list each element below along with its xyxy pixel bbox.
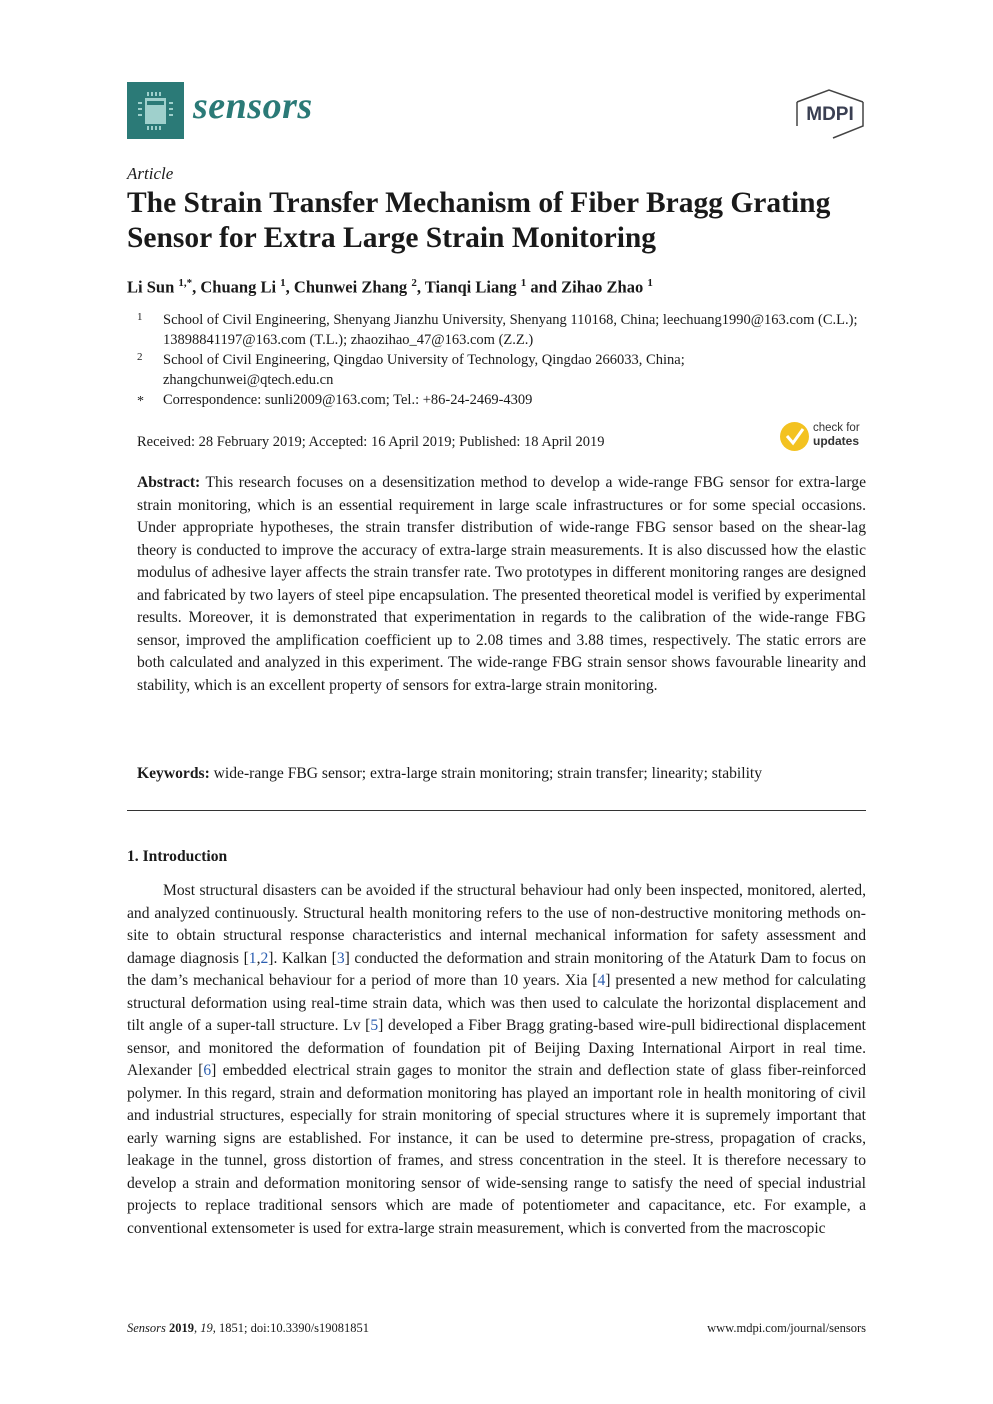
affiliation-mark: 2 bbox=[137, 351, 143, 363]
text: ] presented a new method for calculating… bbox=[127, 972, 866, 1034]
citation-link[interactable]: 2 bbox=[260, 949, 269, 967]
footer-journal: Sensors bbox=[127, 1321, 166, 1335]
text: Most structural disasters can be avoided… bbox=[127, 882, 866, 967]
footer-citation: Sensors 2019, 19, 1851; doi:10.3390/s190… bbox=[127, 1321, 370, 1335]
check-updates-line2: updates bbox=[813, 434, 860, 448]
citation-link[interactable]: 1 bbox=[248, 949, 257, 967]
mdpi-logo: MDPI bbox=[793, 88, 867, 140]
checkmark-icon bbox=[780, 422, 809, 451]
check-updates-line1: check for bbox=[813, 422, 860, 434]
keywords: Keywords: wide-range FBG sensor; extra-l… bbox=[137, 763, 866, 786]
svg-text:MDPI: MDPI bbox=[806, 104, 854, 125]
sep: , bbox=[416, 277, 425, 297]
check-for-updates-badge[interactable]: check for updates bbox=[780, 420, 870, 454]
affiliation-mark: * bbox=[137, 394, 144, 409]
author[interactable]: Tianqi Liang bbox=[424, 277, 517, 297]
sep: and bbox=[526, 277, 562, 297]
affiliation-text: School of Civil Engineering, Qingdao Uni… bbox=[163, 352, 685, 388]
affiliation-text: School of Civil Engineering, Shenyang Ji… bbox=[163, 312, 858, 348]
footer-url[interactable]: www.mdpi.com/journal/sensors bbox=[707, 1321, 866, 1335]
sep: , bbox=[285, 277, 294, 297]
abstract-label: Abstract: bbox=[137, 474, 201, 491]
sensors-chip-logo-icon bbox=[127, 82, 184, 139]
keywords-text: wide-range FBG sensor; extra-large strai… bbox=[209, 765, 763, 782]
affiliation-2: 2 School of Civil Engineering, Qingdao U… bbox=[137, 350, 877, 390]
author[interactable]: Chunwei Zhang bbox=[293, 277, 408, 297]
footer-volume: 19 bbox=[200, 1321, 213, 1335]
text: ] developed a Fiber Bragg grating-based … bbox=[127, 1017, 866, 1079]
citation-link[interactable]: 5 bbox=[370, 1017, 379, 1034]
intro-paragraph: Most structural disasters can be avoided… bbox=[127, 880, 866, 1240]
journal-logo: sensors bbox=[193, 85, 313, 127]
footer-year: 2019 bbox=[169, 1321, 195, 1335]
divider bbox=[127, 810, 866, 811]
keywords-label: Keywords: bbox=[137, 765, 210, 782]
author[interactable]: Li Sun bbox=[127, 277, 175, 297]
article-type: Article bbox=[127, 164, 174, 183]
abstract-text: This research focuses on a desensitizati… bbox=[137, 474, 866, 694]
author-sup: 2 bbox=[411, 277, 417, 289]
author-sup: 1 bbox=[520, 277, 527, 289]
author[interactable]: Chuang Li bbox=[200, 277, 277, 297]
citation-link[interactable]: 3 bbox=[336, 949, 345, 967]
paper-title: The Strain Transfer Mechanism of Fiber B… bbox=[127, 187, 831, 254]
sep: , bbox=[192, 277, 201, 297]
text: ] conducted the deformation and strain m… bbox=[127, 949, 866, 990]
affiliation-1: 1 School of Civil Engineering, Shenyang … bbox=[137, 310, 877, 350]
citation-link[interactable]: 6 bbox=[203, 1062, 212, 1079]
abstract: Abstract: This research focuses on a des… bbox=[137, 472, 866, 697]
affiliation-text: Correspondence: sunli2009@163.com; Tel.:… bbox=[163, 392, 533, 408]
correspondence: * Correspondence: sunli2009@163.com; Tel… bbox=[137, 390, 877, 410]
text: ]. Kalkan [ bbox=[268, 949, 337, 967]
author-sup: 1 bbox=[647, 277, 653, 289]
footer-doi: , 1851; doi:10.3390/s19081851 bbox=[212, 1321, 370, 1335]
text: ] embedded electrical strain gages to mo… bbox=[127, 1062, 866, 1237]
author[interactable]: Zihao Zhao bbox=[561, 277, 644, 297]
citation-link[interactable]: 4 bbox=[597, 972, 606, 989]
author-sup: 1,* bbox=[178, 277, 193, 289]
text: , bbox=[256, 949, 261, 967]
author-list: Li Sun 1,*, Chuang Li 1, Chunwei Zhang 2… bbox=[127, 277, 653, 298]
section-heading: 1. Introduction bbox=[127, 848, 228, 865]
publication-dates: Received: 28 February 2019; Accepted: 16… bbox=[137, 434, 605, 450]
affiliation-mark: 1 bbox=[137, 311, 143, 323]
author-sup: 1 bbox=[280, 277, 286, 289]
